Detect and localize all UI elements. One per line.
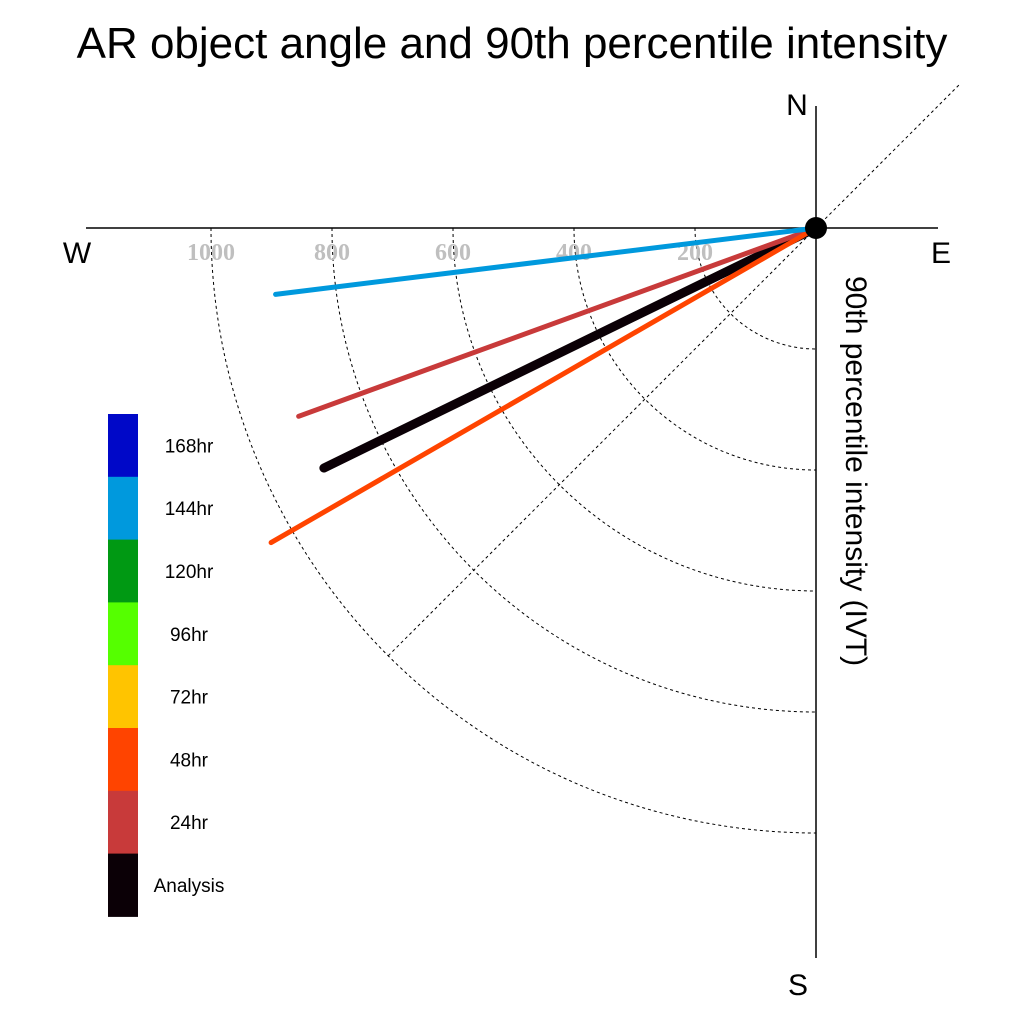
- radial-tick-800: 800: [314, 240, 350, 266]
- vector-24hr: [296, 225, 819, 419]
- legend-swatch-analysis: [108, 853, 138, 917]
- legend-label-168hr: 168hr: [165, 436, 214, 457]
- legend-label-24hr: 24hr: [170, 813, 209, 834]
- chart-title: AR object angle and 90th percentile inte…: [77, 19, 948, 68]
- legend-label-72hr: 72hr: [170, 688, 209, 709]
- legend: 168hr 144hr 120hr 96hr 72hr 48hr 24hr Analysis: [108, 414, 224, 917]
- compass-north-label: N: [786, 89, 808, 122]
- radial-tick-1000: 1000: [187, 240, 235, 266]
- legend-label-analysis: Analysis: [154, 876, 225, 897]
- vector-144hr: [273, 225, 819, 297]
- legend-swatch-168hr: [108, 414, 138, 478]
- grid-arc-400: [573, 227, 817, 471]
- legend-swatch-144hr: [108, 476, 138, 541]
- compass-east-label: E: [931, 237, 951, 270]
- forecast-vectors: [268, 223, 821, 546]
- legend-label-48hr: 48hr: [170, 750, 209, 771]
- legend-label-144hr: 144hr: [165, 499, 214, 520]
- vector-48hr: [268, 225, 819, 546]
- compass-west-label: W: [63, 237, 92, 270]
- compass-south-label: S: [788, 969, 808, 1002]
- legend-swatch-96hr: [108, 602, 138, 666]
- y-axis-label: 90th percentile intensity (IVT): [839, 276, 872, 666]
- radial-tick-600: 600: [435, 240, 471, 266]
- legend-label-96hr: 96hr: [170, 625, 209, 646]
- legend-swatch-24hr: [108, 790, 138, 855]
- radial-grid: [210, 84, 960, 834]
- legend-swatch-48hr: [108, 728, 138, 792]
- grid-arc-200: [694, 227, 817, 350]
- legend-label-120hr: 120hr: [165, 562, 214, 583]
- vector-analysis: [319, 223, 821, 473]
- grid-diagonal: [387, 84, 960, 657]
- radial-tick-400: 400: [556, 240, 592, 266]
- legend-swatch-120hr: [108, 539, 138, 603]
- origin-marker: [805, 217, 827, 239]
- legend-swatch-72hr: [108, 665, 138, 729]
